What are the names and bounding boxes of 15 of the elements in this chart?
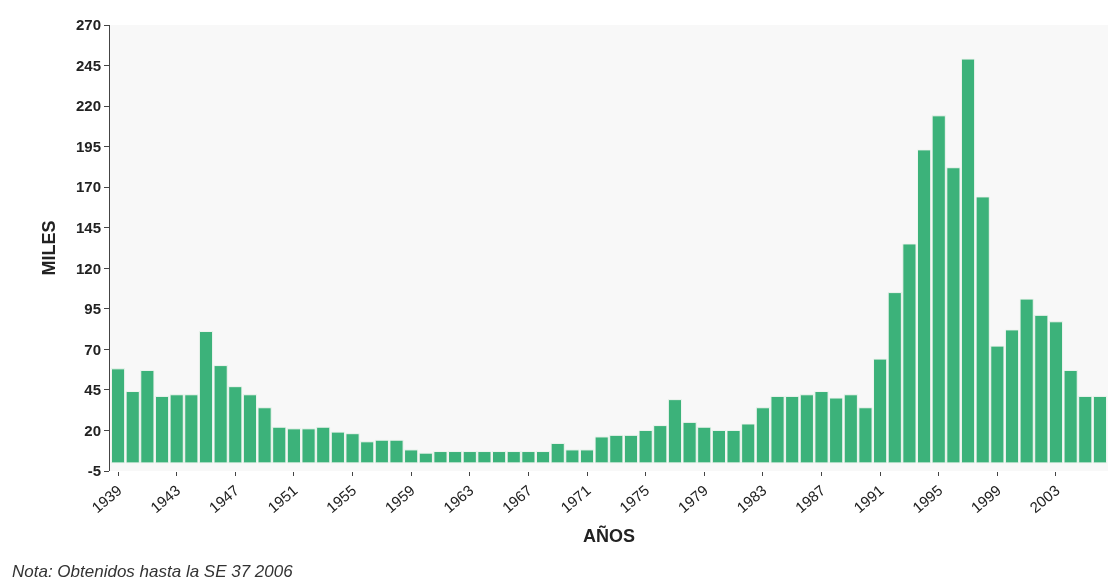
y-tick-label: -5 (87, 462, 101, 480)
x-axis-title: AÑOS (582, 525, 636, 547)
y-tick-label: 170 (75, 178, 101, 196)
y-tick-label: 20 (84, 421, 101, 439)
y-axis-title: MILES (39, 220, 60, 276)
y-tick-label: 195 (75, 137, 101, 155)
y-tick-label: 70 (84, 340, 101, 358)
y-tick-label: 120 (75, 259, 101, 277)
y-tick-label: 270 (75, 16, 101, 34)
y-tick-label: 220 (75, 97, 101, 115)
text: Nota: Obtenidos hasta la SE 37 2006 (12, 562, 294, 581)
y-tick-label: 145 (75, 218, 101, 236)
y-tick-label: 245 (75, 56, 101, 74)
y-tick-label: 95 (84, 300, 101, 318)
y-tick-label: 45 (84, 381, 101, 399)
